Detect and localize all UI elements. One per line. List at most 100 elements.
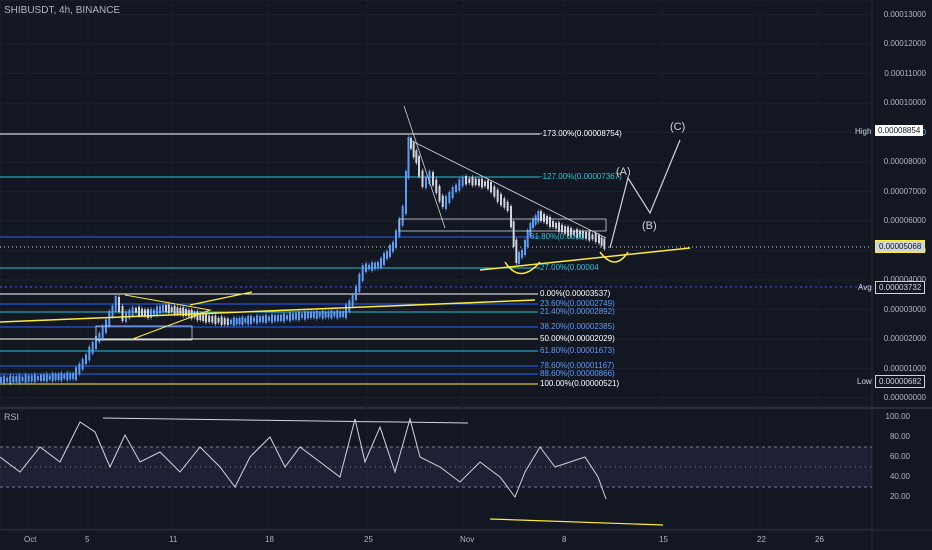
breakout-line [189, 291, 253, 306]
candle-body [101, 326, 104, 339]
candle-body [170, 307, 173, 312]
candle-body [286, 315, 288, 320]
candle-body [339, 311, 342, 318]
candle-body [268, 316, 270, 321]
candle-body [481, 178, 483, 188]
elliott-projection [609, 139, 681, 249]
fib-level-label: 27.00%(0.00004 [540, 263, 599, 272]
rsi-tick: 40.00 [889, 472, 910, 481]
fib-level-label: 100.00%(0.00000521) [540, 379, 620, 388]
candle-body [6, 377, 9, 382]
price-tick: 0.00007000 [883, 186, 926, 196]
candle-body [292, 313, 294, 320]
candle-body [235, 318, 238, 325]
candle-body [327, 311, 330, 318]
candle-body [45, 373, 48, 382]
candle-body [24, 374, 27, 383]
candle-body [81, 359, 84, 370]
candle-body [118, 297, 120, 312]
date-tick: 5 [85, 535, 90, 544]
candle-body [392, 242, 394, 252]
candle-body [307, 312, 309, 319]
candle-body [226, 318, 229, 325]
candle-body [108, 311, 111, 327]
candle-body [415, 150, 418, 163]
consolidation-box [95, 325, 193, 341]
price-tick: 0.00004000 [883, 275, 926, 284]
candle-body [582, 231, 584, 238]
rsi-label[interactable]: RSI [4, 412, 20, 422]
candle-body [85, 354, 87, 364]
candle-body [386, 251, 388, 259]
rsi-divergence-bottom [489, 518, 664, 526]
candle-body [230, 319, 232, 324]
candle-body [451, 187, 454, 198]
candle-body [418, 156, 420, 177]
candle-body [241, 316, 244, 325]
candle-body [256, 315, 258, 324]
candle-body [262, 316, 264, 323]
candle-body [3, 375, 6, 384]
fib-level-label: 23.60%(0.00002749) [540, 299, 615, 308]
candle-body [348, 300, 351, 312]
candle-body [330, 310, 333, 319]
candle-body [368, 264, 370, 270]
candle-body [91, 342, 94, 354]
candle-body [205, 314, 207, 323]
date-tick: 22 [757, 535, 766, 544]
candle-body [111, 305, 114, 317]
candle-body [15, 376, 18, 383]
candle-body [202, 314, 205, 321]
candle-body [144, 309, 146, 317]
candle-body [159, 306, 161, 314]
candle-body [187, 309, 190, 317]
date-tick: 18 [265, 535, 274, 544]
candle-body [176, 307, 179, 314]
candle-body [30, 375, 33, 382]
symbol-title[interactable]: SHIBUSDT, 4h, BINANCE [4, 5, 121, 16]
drawings [0, 105, 691, 341]
cup-shape-2 [599, 251, 629, 263]
date-tick: 8 [562, 535, 567, 544]
candle-body [555, 223, 557, 229]
candle-body [196, 311, 199, 321]
candle-body [250, 315, 252, 324]
candle-body [412, 142, 415, 158]
candle-body [280, 314, 282, 321]
candle-body [455, 184, 457, 192]
candle-body [223, 318, 226, 325]
price-tick: 0.00000000 [883, 393, 926, 402]
candle-body [33, 374, 36, 383]
main-pane [0, 0, 873, 407]
date-tick: 26 [815, 535, 824, 544]
candle-body [211, 316, 214, 323]
descending-line [409, 139, 607, 239]
candles [0, 135, 606, 386]
high-tag-value: 0.00008854 [875, 125, 924, 136]
candle-body [585, 232, 587, 239]
price-tick: 0.00008000 [883, 157, 926, 166]
candle-body [244, 318, 247, 323]
candle-body [468, 178, 471, 183]
candle-body [598, 235, 600, 244]
candle-body [425, 177, 427, 188]
low-tag-name: Low [857, 377, 872, 386]
candle-body [265, 314, 267, 323]
candle-body [438, 186, 441, 202]
candle-body [474, 178, 477, 185]
fib-level-label: 88.60%(0.00000866) [540, 369, 615, 378]
candle-body [428, 171, 431, 184]
candle-body [0, 376, 2, 383]
candle-body [521, 250, 523, 258]
candle-body [259, 316, 261, 323]
candle-body [98, 333, 101, 342]
candle-body [410, 138, 412, 149]
price-tick: 0.00011000 [884, 68, 926, 78]
candle-body [21, 376, 24, 381]
candle-body [333, 312, 336, 317]
candle-body [532, 218, 534, 228]
candle-body [220, 316, 223, 325]
candle-body [588, 231, 591, 241]
candle-body [40, 374, 42, 381]
